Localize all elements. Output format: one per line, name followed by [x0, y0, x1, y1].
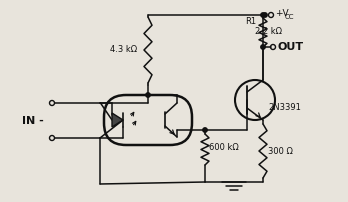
Text: 2.2 kΩ: 2.2 kΩ: [255, 27, 282, 37]
Circle shape: [261, 13, 265, 17]
Text: 4.3 kΩ: 4.3 kΩ: [110, 45, 137, 55]
Circle shape: [261, 45, 265, 49]
Circle shape: [203, 128, 207, 132]
Text: 300 Ω: 300 Ω: [268, 146, 293, 156]
Text: +V: +V: [275, 9, 288, 19]
Text: CC: CC: [285, 14, 294, 20]
Text: R1: R1: [245, 17, 256, 25]
Polygon shape: [112, 113, 123, 127]
Circle shape: [146, 93, 150, 97]
Text: 2N3391: 2N3391: [268, 103, 301, 113]
Circle shape: [263, 13, 267, 17]
Text: IN -: IN -: [22, 116, 44, 125]
Text: 600 kΩ: 600 kΩ: [209, 143, 239, 153]
Text: OUT: OUT: [277, 42, 303, 52]
